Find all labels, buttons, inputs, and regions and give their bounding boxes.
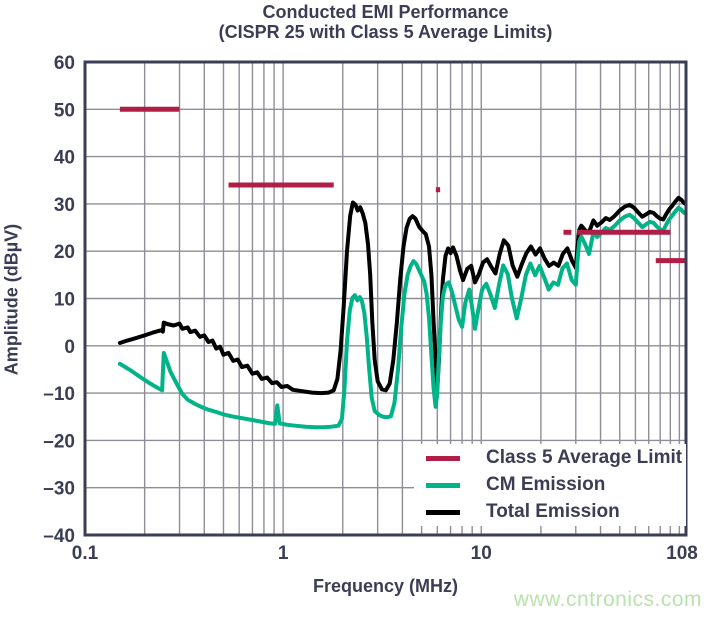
y-tick-label: –30 <box>43 479 75 500</box>
legend-label: Class 5 Average Limit <box>486 447 683 468</box>
x-tick-label: 1 <box>278 543 289 564</box>
chart-title-line2: (CISPR 25 with Class 5 Average Limits) <box>218 22 553 42</box>
chart-title-line1: Conducted EMI Performance <box>262 2 509 22</box>
y-tick-label: 0 <box>64 337 75 358</box>
x-tick-label: 108 <box>666 543 698 564</box>
legend-swatch <box>426 482 460 488</box>
legend-label: Total Emission <box>486 501 620 522</box>
x-tick-label: 0.1 <box>72 543 99 564</box>
y-tick-label: –40 <box>43 526 75 547</box>
y-tick-label: –20 <box>43 431 75 452</box>
y-tick-label: 40 <box>54 148 75 169</box>
y-tick-label: 30 <box>54 195 75 216</box>
y-tick-label: 20 <box>54 242 75 263</box>
y-tick-label: 50 <box>54 100 75 121</box>
legend-item: Total Emission <box>414 500 686 524</box>
y-tick-label: –10 <box>43 384 75 405</box>
x-tick-label: 10 <box>471 543 492 564</box>
legend: Class 5 Average Limit CM Emission Total Em… <box>414 444 686 526</box>
y-axis-label: Amplitude (dBµV) <box>1 223 22 376</box>
legend-item: CM Emission <box>414 473 686 497</box>
plot-border <box>83 60 688 537</box>
legend-item: Class 5 Average Limit <box>414 446 686 470</box>
legend-swatch <box>426 455 460 461</box>
chart-title: Conducted EMI Performance (CISPR 25 with… <box>85 2 686 42</box>
watermark: www.cntronics.com <box>513 588 702 611</box>
legend-label: CM Emission <box>486 474 606 495</box>
total-emission-line <box>117 195 686 396</box>
cm-emission-line <box>117 205 686 430</box>
y-tick-label: 60 <box>54 53 75 74</box>
x-axis-label: Frequency (MHz) <box>312 576 458 596</box>
y-tick-label: 10 <box>54 290 75 311</box>
legend-swatch <box>426 509 460 515</box>
